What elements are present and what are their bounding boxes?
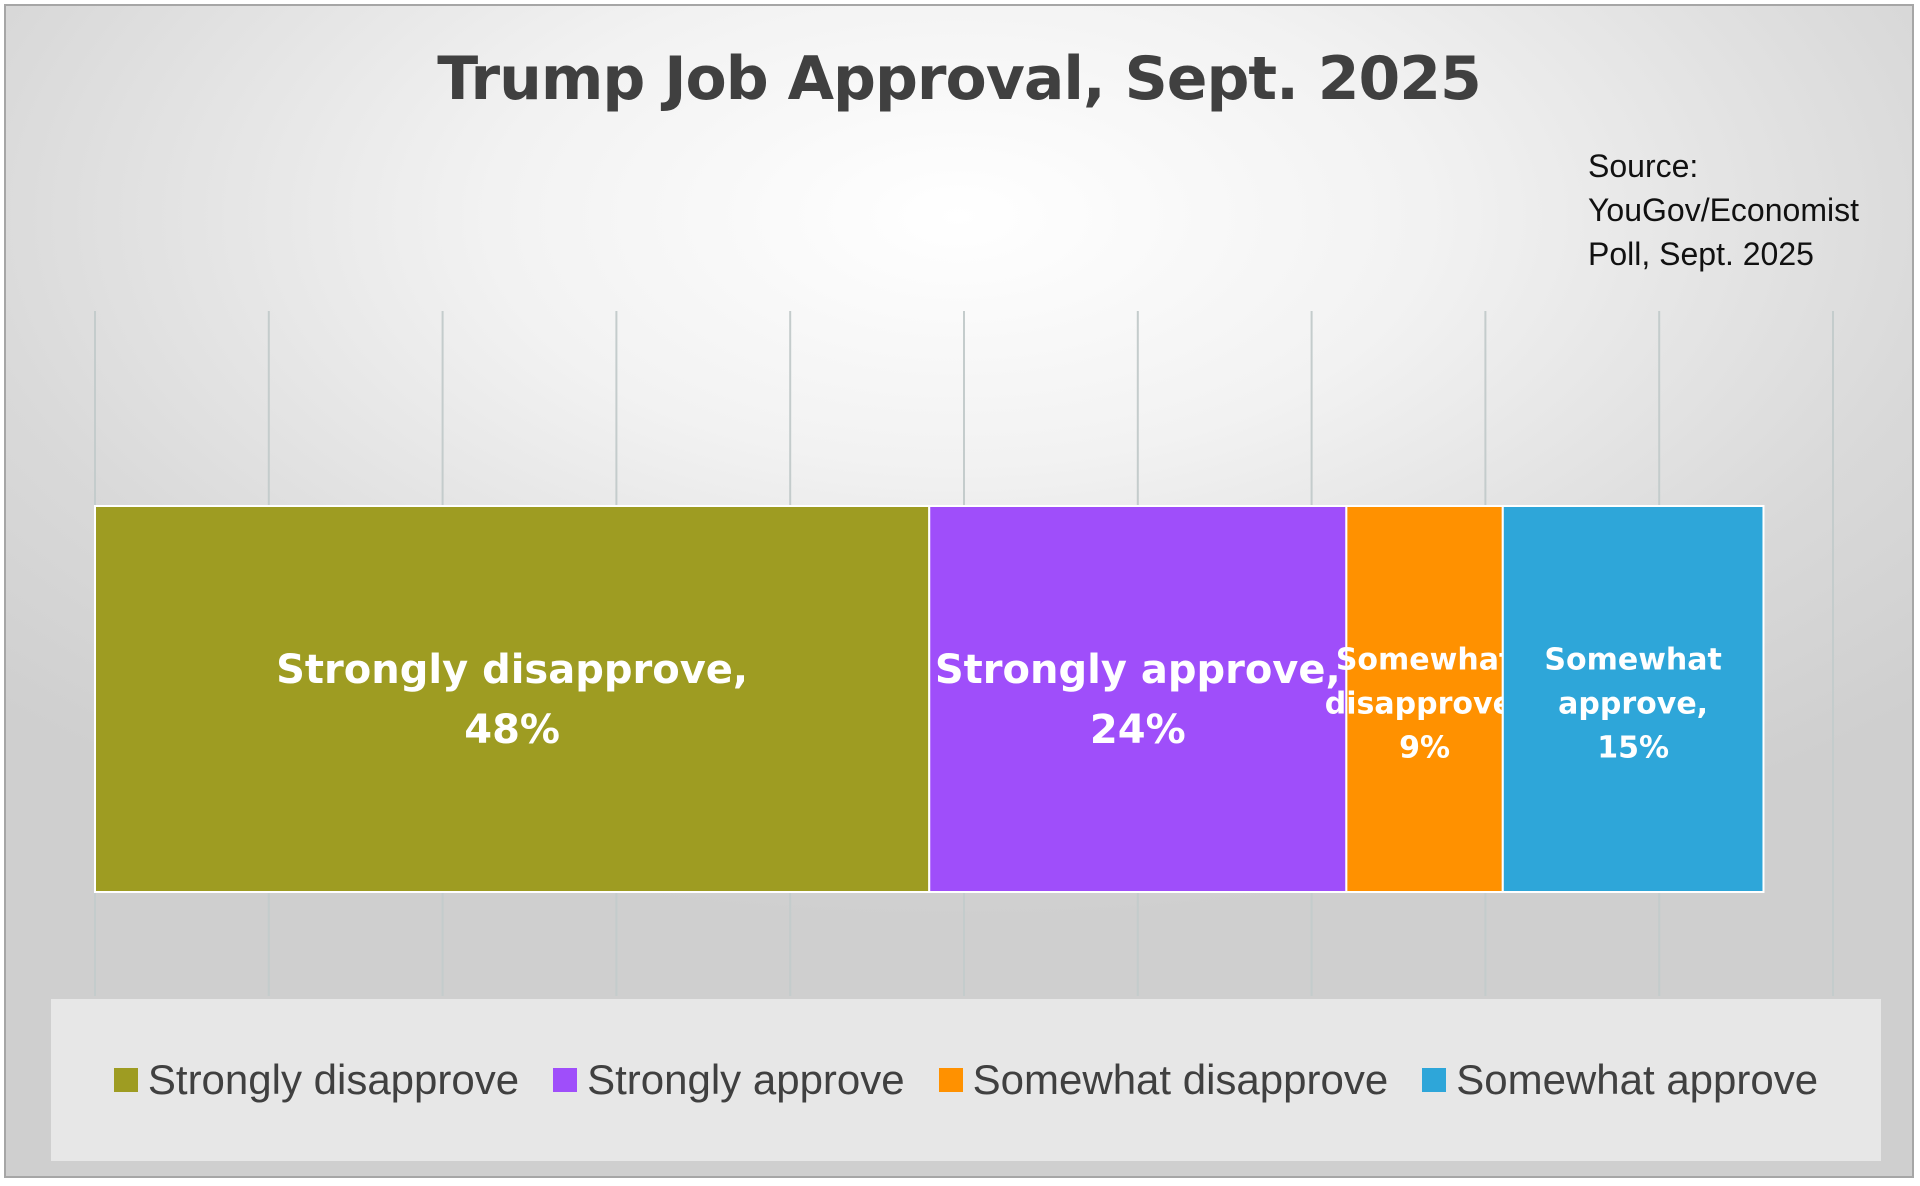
- bar-segment-somewhat-approve: [1501, 505, 1765, 893]
- source-note-line: YouGov/Economist: [1588, 192, 1859, 228]
- legend-items: Strongly disapprove Strongly approve Somew…: [51, 999, 1881, 1161]
- data-label: Somewhat approve, 15%: [1544, 643, 1721, 766]
- legend-label: Somewhat disapprove: [972, 1056, 1389, 1103]
- legend-label: Somewhat approve: [1456, 1056, 1819, 1103]
- legend-item: Somewhat approve: [1422, 1056, 1818, 1104]
- legend-item: Somewhat disapprove: [938, 1056, 1389, 1104]
- legend-label: Strongly disapprove: [147, 1056, 520, 1103]
- data-label: Strongly disapprove, 48%: [276, 647, 748, 753]
- legend-swatch: [553, 1068, 578, 1092]
- source-note-line: Poll, Sept. 2025: [1588, 236, 1814, 272]
- data-label: Strongly approve, 24%: [935, 647, 1341, 753]
- legend-swatch: [938, 1068, 963, 1092]
- bar-segment-strongly-approve: [928, 505, 1348, 893]
- bar-segment-strongly-disapprove: [94, 505, 931, 893]
- legend-swatch: [113, 1068, 138, 1092]
- bar-segment-somewhat-disapprove: [1345, 505, 1504, 893]
- data-label: Somewhat disapprove, 9%: [1325, 643, 1525, 766]
- plot-area: Strongly disapprove, 48% Strongly approve,…: [94, 311, 1834, 996]
- source-note-line: Source:: [1588, 148, 1699, 184]
- chart-title: Trump Job Approval, Sept. 2025: [437, 44, 1482, 114]
- legend: Strongly disapprove Strongly approve Somew…: [51, 999, 1881, 1161]
- source-note: Source: YouGov/Economist Poll, Sept. 202…: [1588, 144, 1908, 276]
- legend-item: Strongly disapprove: [113, 1056, 520, 1104]
- legend-label: Strongly approve: [587, 1056, 905, 1103]
- legend-swatch: [1422, 1068, 1447, 1092]
- chart-frame: Trump Job Approval, Sept. 2025 Source: Y…: [4, 4, 1914, 1178]
- legend-item: Strongly approve: [553, 1056, 905, 1104]
